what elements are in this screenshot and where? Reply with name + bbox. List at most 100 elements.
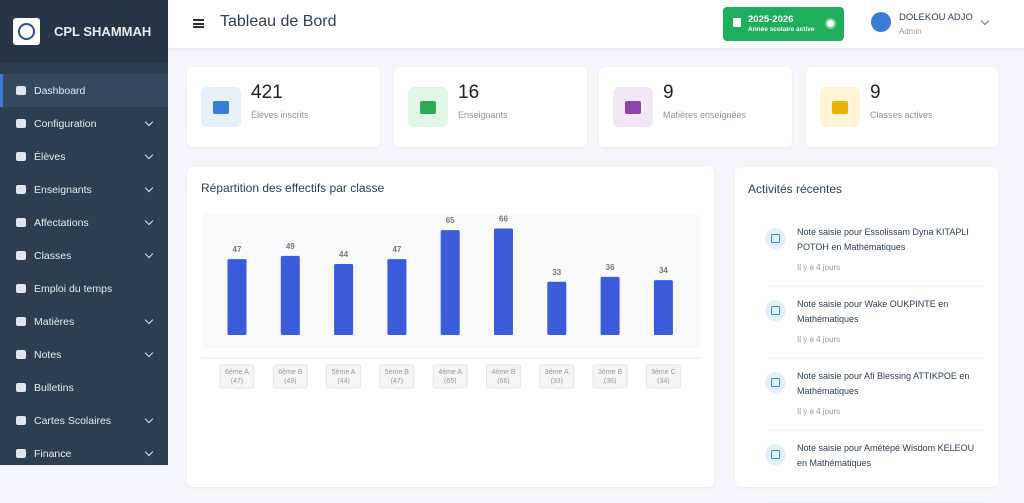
icon-glyph	[832, 100, 848, 114]
activity-time: Il y a 4 jours	[797, 335, 841, 344]
menu-item[interactable]: Matières	[0, 305, 168, 338]
stat-label: Élèves inscrits	[251, 110, 309, 120]
menu-label: Bulletins	[34, 381, 74, 394]
category-count: (49)	[284, 378, 296, 385]
x-tick-label: 4ème B	[491, 369, 515, 376]
menu: Dashboard Configuration Élèves Enseignants A…	[0, 74, 168, 470]
menu-label: Cartes Scolaires	[34, 414, 112, 427]
menu-item[interactable]: Élèves	[0, 140, 168, 173]
menu-label: Enseignants	[34, 183, 92, 196]
chart: Répartition des effectifs par classe 47 6…	[201, 181, 700, 389]
user-role: Admin	[899, 27, 922, 36]
activity-title: Activités récentes	[748, 182, 843, 196]
value-label: 66	[499, 215, 508, 224]
x-tick-label: 4ème A	[438, 369, 462, 376]
brand: CPL SHAMMAH	[0, 0, 168, 63]
category-count: (33)	[551, 378, 563, 385]
menu-item[interactable]: Notes	[0, 338, 168, 371]
chart-card: Répartition des effectifs par classe 47 6…	[187, 167, 714, 487]
x-tick-label: 6ème A	[225, 369, 249, 376]
menu-icon	[16, 185, 26, 194]
x-tick-label: 5ème B	[385, 369, 409, 376]
chevron	[144, 150, 154, 160]
sidebar: CPL SHAMMAH Dashboard Configuration Élèves…	[0, 0, 168, 465]
category-count: (66)	[497, 378, 509, 385]
activity-text: Note saisie pour Afi Blessing ATTIKPOE e…	[797, 371, 970, 396]
category-box	[326, 364, 362, 389]
x-tick-label: 3ème B	[598, 369, 622, 376]
menu-toggle[interactable]	[193, 19, 204, 28]
chevron	[144, 348, 154, 358]
activity-time: Il y a 4 jours	[797, 407, 841, 416]
value-label: 34	[659, 266, 668, 275]
header: Tableau de Bord 2025-2026 Année scolaire…	[168, 0, 1024, 48]
activity-item: Note saisie pour Wake OUKPINTE en Mathém…	[765, 287, 984, 359]
activity-icon	[765, 444, 786, 465]
activity-text: Note saisie pour Essolissam Dyna KITAPLI…	[797, 227, 969, 252]
menu-icon	[16, 317, 26, 326]
bar	[387, 259, 407, 335]
x-tick-label: 6ème B	[278, 369, 302, 376]
stat-card: 421 Élèves inscrits	[187, 67, 380, 147]
stat-value: 9	[663, 82, 674, 103]
user-menu[interactable]: DOLEKOU ADJO Admin	[871, 11, 1001, 39]
category-count: (36)	[604, 378, 616, 385]
stat-icon	[201, 87, 241, 127]
menu-label: Affectations	[34, 216, 89, 229]
icon-glyph	[771, 306, 780, 315]
menu-label: Dashboard	[34, 84, 86, 97]
stat-card: 9 Matières enseignées	[599, 67, 792, 147]
stat-icon	[820, 87, 860, 127]
menu-item[interactable]: Configuration	[0, 107, 168, 140]
value-label: 49	[286, 242, 295, 251]
menu-label: Élèves	[34, 150, 66, 163]
activity-icon	[765, 300, 786, 321]
chevron	[144, 183, 154, 193]
category-count: (44)	[337, 378, 349, 385]
value-label: 65	[446, 216, 455, 225]
value-label: 36	[606, 263, 615, 272]
menu-item[interactable]: Dashboard	[0, 74, 168, 107]
bar	[494, 228, 513, 335]
chevron	[144, 447, 154, 457]
menu-item[interactable]: Finance	[0, 437, 168, 470]
menu-label: Classes	[34, 249, 72, 262]
stat-value: 9	[870, 82, 881, 103]
menu-icon	[16, 416, 26, 425]
menu-icon	[16, 86, 26, 95]
icon-glyph	[625, 100, 641, 114]
menu-icon	[16, 251, 26, 260]
x-tick-label: 3ème C	[651, 369, 676, 376]
year-badge[interactable]: 2025-2026 Année scolaire active	[723, 7, 844, 41]
category-box	[272, 364, 308, 389]
activity-item: Note saisie pour Amétépé Wisdom KELEOU e…	[765, 431, 984, 503]
activity-item: Note saisie pour Essolissam Dyna KITAPLI…	[765, 215, 984, 287]
bar	[227, 259, 247, 335]
menu-item[interactable]: Classes	[0, 239, 168, 272]
activity-text: Note saisie pour Wake OUKPINTE en Mathém…	[797, 299, 949, 324]
category-count: (65)	[444, 378, 456, 385]
activity-text: Note saisie pour Amétépé Wisdom KELEOU e…	[797, 443, 975, 468]
activity-card: Activités récentes Note saisie pour Esso…	[735, 167, 998, 503]
menu-item[interactable]: Cartes Scolaires	[0, 404, 168, 437]
icon-glyph	[771, 234, 780, 243]
menu-icon	[16, 152, 26, 161]
stat-label: Matières enseignées	[663, 110, 747, 120]
menu-icon	[16, 284, 26, 293]
menu-item[interactable]: Enseignants	[0, 173, 168, 206]
value-label: 47	[233, 245, 242, 254]
x-tick-label: 5ème A	[332, 369, 356, 376]
menu-label: Configuration	[34, 117, 97, 130]
stat-icon	[613, 87, 653, 127]
stat-card: 9 Classes actives	[806, 67, 998, 147]
category-box	[432, 364, 468, 389]
category-count: (34)	[657, 378, 669, 385]
stat-value: 421	[251, 82, 283, 103]
stat-value: 16	[458, 82, 480, 103]
menu-item[interactable]: Bulletins	[0, 371, 168, 404]
value-label: 33	[552, 268, 561, 277]
menu-label: Emploi du temps	[34, 282, 113, 295]
menu-label: Notes	[34, 348, 62, 361]
menu-item[interactable]: Affectations	[0, 206, 168, 239]
menu-item[interactable]: Emploi du temps	[0, 272, 168, 305]
